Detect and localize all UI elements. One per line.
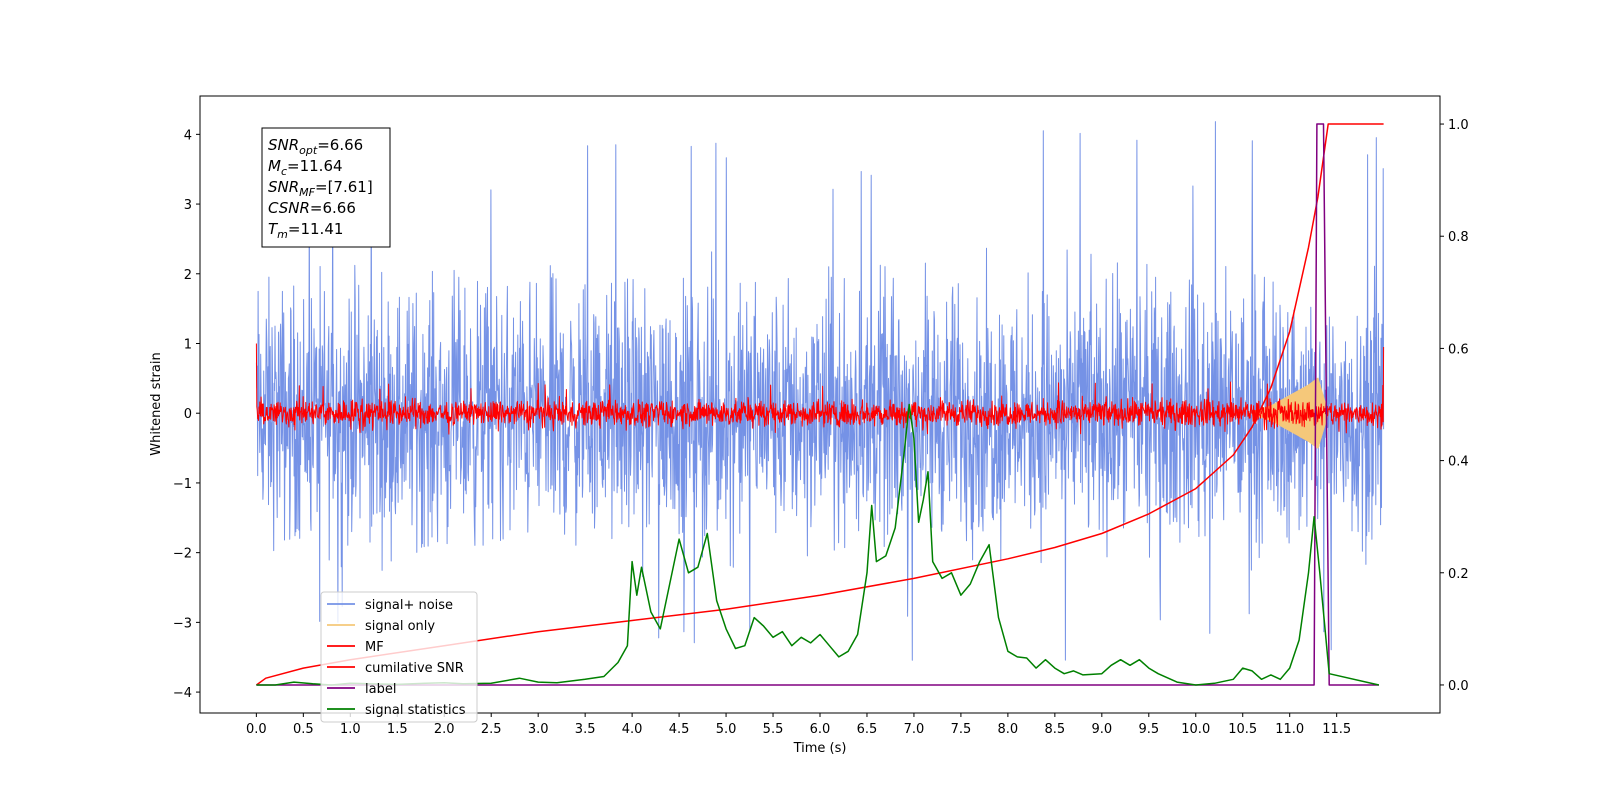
legend-label-mf: MF: [365, 640, 384, 655]
x-tick-label: 5.0: [716, 722, 737, 737]
annotation-value: =[7.61]: [315, 178, 373, 196]
annotation-line: Tm=11.41: [268, 220, 343, 241]
legend-label-cumilative-snr: cumilative SNR: [365, 661, 464, 676]
x-tick-label: 10.5: [1228, 722, 1257, 737]
series-line-label: [256, 123, 1379, 686]
legend-label-signal-noise: signal+ noise: [365, 598, 453, 613]
annotation-line: Mc=11.64: [268, 157, 343, 178]
y2-axis: 0.0 0.2 0.4 0.6 0.8 1.0: [1440, 118, 1469, 694]
y-tick-label: 3: [184, 198, 192, 213]
y-tick-label: −3: [173, 616, 192, 631]
annotation-value: =11.41: [288, 220, 344, 238]
annotation-value: =11.64: [287, 157, 343, 175]
annotation-line: CSNR=6.66: [268, 199, 356, 217]
x-tick-label: 1.0: [340, 722, 361, 737]
annotation-symbol: SNR: [268, 178, 299, 196]
x-tick-label: 5.5: [763, 722, 784, 737]
x-tick-label: 11.0: [1275, 722, 1304, 737]
y-tick-label: 1: [184, 337, 192, 352]
annotation-subscript: opt: [299, 144, 318, 157]
x-tick-label: 6.0: [810, 722, 831, 737]
x-tick-label: 0.0: [246, 722, 267, 737]
x-axis: 0.0 0.5 1.0 1.5 2.0 2.5 3.0 3.5 4.0 4.5 5.0 5.5 6.0 6…: [246, 713, 1351, 737]
annotation-subscript: c: [281, 165, 287, 178]
annotation-box: SNRopt=6.66Mc=11.64SNRMF=[7.61]CSNR=6.66…: [261, 127, 391, 248]
y2-tick-label: 0.8: [1448, 230, 1469, 245]
y-tick-label: 2: [184, 268, 192, 283]
annotation-line: SNRMF=[7.61]: [268, 178, 373, 199]
legend-label-label: label: [365, 682, 396, 697]
annotation-symbol: SNR: [268, 136, 299, 154]
annotation-subscript: MF: [299, 186, 315, 199]
x-tick-label: 8.0: [998, 722, 1019, 737]
y-tick-label: −4: [173, 686, 192, 701]
legend-frame: [320, 591, 478, 723]
y2-tick-label: 0.6: [1448, 342, 1469, 357]
x-tick-label: 11.5: [1322, 722, 1351, 737]
x-axis-label: Time (s): [793, 741, 847, 756]
x-tick-label: 2.0: [434, 722, 455, 737]
y-axis: −4 −3 −2 −1 0 1 2 3 4: [173, 128, 200, 701]
x-tick-label: 4.0: [622, 722, 643, 737]
y2-tick-label: 0.4: [1448, 455, 1469, 470]
annotation-symbol: CSNR: [268, 199, 310, 217]
x-tick-label: 6.5: [857, 722, 878, 737]
series-line-signal-statistics: [256, 403, 1380, 686]
y-tick-label: −2: [173, 547, 192, 562]
x-tick-label: 7.5: [951, 722, 972, 737]
legend: signal+ noise signal only MF cumilative SNR…: [320, 591, 478, 723]
x-tick-label: 10.0: [1181, 722, 1210, 737]
series-line-signal-noise: [255, 121, 1385, 661]
x-tick-label: 3.0: [528, 722, 549, 737]
annotation-frame: [261, 127, 391, 248]
x-tick-label: 7.0: [904, 722, 925, 737]
x-tick-label: 8.5: [1045, 722, 1066, 737]
x-tick-label: 9.0: [1091, 722, 1112, 737]
x-tick-label: 0.5: [293, 722, 314, 737]
annotation-value: =6.66: [310, 199, 356, 217]
legend-label-signal-only: signal only: [365, 619, 435, 634]
annotation-symbol: M: [268, 157, 281, 175]
annotation-value: =6.66: [317, 136, 363, 154]
legend-label-signal-statistics: signal statistics: [365, 703, 466, 718]
x-tick-label: 4.5: [669, 722, 690, 737]
x-tick-label: 1.5: [387, 722, 408, 737]
y-tick-label: 0: [184, 407, 192, 422]
x-tick-label: 9.5: [1138, 722, 1159, 737]
y2-tick-label: 0.0: [1448, 679, 1469, 694]
annotation-symbol: T: [268, 220, 279, 238]
x-tick-label: 3.5: [575, 722, 596, 737]
annotation-subscript: m: [277, 228, 288, 241]
y-tick-label: −1: [173, 477, 192, 492]
y-tick-label: 4: [184, 128, 192, 143]
y2-tick-label: 1.0: [1448, 118, 1469, 133]
annotation-line: SNRopt=6.66: [268, 136, 363, 157]
x-tick-label: 2.5: [481, 722, 502, 737]
y-axis-label: Whitened strain: [149, 352, 164, 455]
y2-tick-label: 0.2: [1448, 567, 1469, 582]
series-line-mf: [255, 343, 1385, 435]
